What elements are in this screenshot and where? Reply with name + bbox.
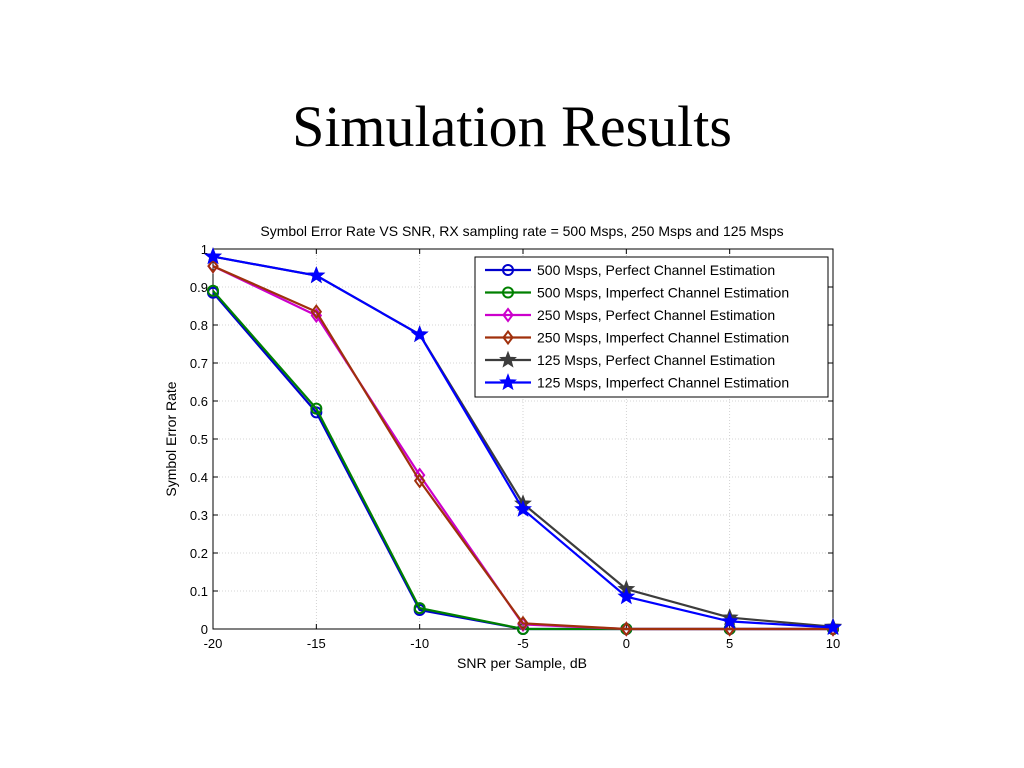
legend: 500 Msps, Perfect Channel Estimation 500 …: [474, 256, 829, 398]
data-point: [620, 621, 633, 637]
x-axis-label: SNR per Sample, dB: [457, 655, 587, 671]
y-tick-label: 0.6: [190, 394, 208, 409]
legend-marker: [499, 373, 517, 391]
data-point: [204, 247, 222, 265]
data-point: [517, 615, 529, 631]
x-tick-label: -20: [204, 636, 223, 651]
x-tick-label: -10: [410, 636, 429, 651]
axis-ticks: -20 -15 -10 -5 0 5 10 0 0.1 0.2 0.3 0.4 0.5 0.6 0.7 0.8…: [190, 242, 840, 651]
y-tick-label: 0.2: [190, 546, 208, 561]
y-tick-label: 0.8: [190, 318, 208, 333]
series-6: [204, 247, 842, 636]
data-point: [307, 266, 326, 284]
legend-marker: [502, 286, 514, 299]
data-point: [413, 473, 426, 489]
legend-item: 250 Msps, Imperfect Channel Estimation: [485, 330, 789, 346]
y-tick-label: 0.4: [190, 470, 208, 485]
y-tick-label: 0.5: [190, 432, 208, 447]
legend-label: 500 Msps, Imperfect Channel Estimation: [537, 285, 789, 301]
slide-title: Simulation Results: [292, 94, 732, 159]
x-tick-label: 0: [623, 636, 630, 651]
x-tick-label: -5: [517, 636, 529, 651]
legend-marker: [499, 350, 517, 368]
legend-label: 500 Msps, Perfect Channel Estimation: [537, 262, 775, 278]
legend-item: 250 Msps, Perfect Channel Estimation: [485, 307, 775, 323]
y-tick-label: 0.9: [190, 280, 208, 295]
legend-item: 500 Msps, Imperfect Channel Estimation: [485, 285, 789, 301]
data-point: [413, 602, 426, 615]
legend-label: 125 Msps, Perfect Channel Estimation: [537, 352, 775, 368]
y-tick-label: 0.1: [190, 584, 208, 599]
y-tick-label: 0.3: [190, 508, 208, 523]
data-point: [207, 284, 219, 297]
data-point: [824, 618, 842, 636]
x-tick-label: 5: [726, 636, 733, 651]
y-tick-label: 1: [201, 242, 208, 257]
legend-marker: [502, 264, 514, 276]
data-point: [310, 402, 323, 415]
data-point: [514, 499, 532, 517]
legend-item: 125 Msps, Imperfect Channel Estimation: [485, 373, 789, 391]
legend-marker: [502, 307, 514, 323]
data-point: [617, 587, 636, 605]
series-4: [207, 258, 839, 637]
legend-item: 500 Msps, Perfect Channel Estimation: [485, 262, 775, 278]
y-tick-label: 0: [201, 622, 208, 637]
series-layer: [204, 247, 842, 637]
y-axis-label: Symbol Error Rate: [163, 381, 179, 496]
data-point: [720, 611, 739, 630]
data-point: [410, 325, 429, 343]
x-tick-label: -15: [307, 636, 326, 651]
legend-label: 250 Msps, Imperfect Channel Estimation: [537, 330, 789, 346]
legend-marker: [502, 329, 514, 346]
legend-label: 250 Msps, Perfect Channel Estimation: [537, 307, 775, 323]
y-tick-label: 0.7: [190, 356, 208, 371]
data-point: [310, 304, 323, 320]
legend-item: 125 Msps, Perfect Channel Estimation: [485, 350, 775, 368]
series-line: [212, 265, 833, 631]
legend-box: [474, 256, 829, 398]
chart-title: Symbol Error Rate VS SNR, RX sampling ra…: [260, 223, 783, 239]
legend-label: 125 Msps, Imperfect Channel Estimation: [537, 375, 789, 391]
data-point: [207, 258, 219, 274]
x-tick-label: 10: [826, 636, 840, 651]
